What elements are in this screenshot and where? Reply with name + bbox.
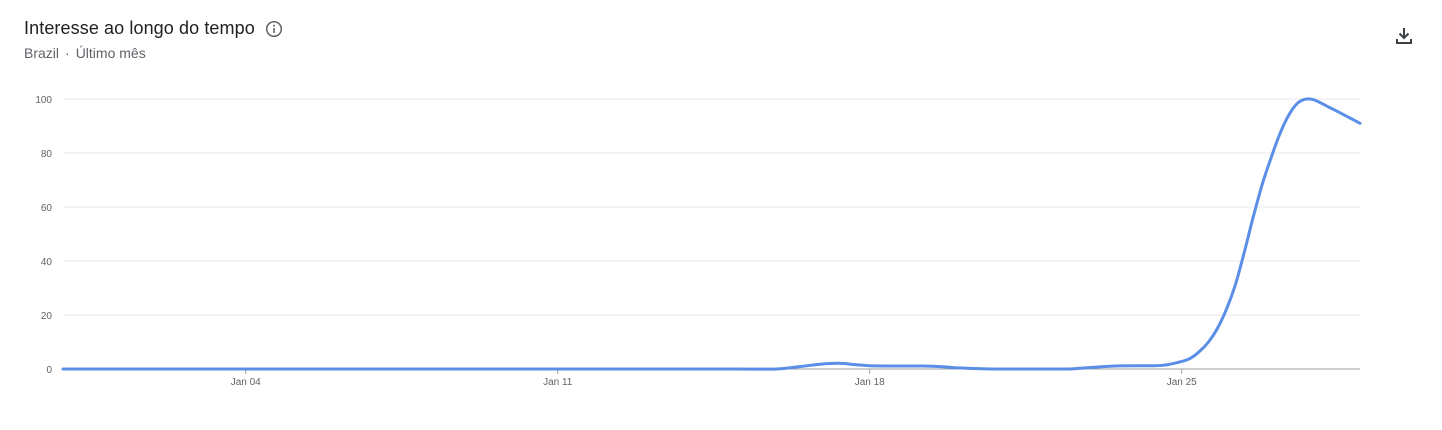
region-label[interactable]: Brazil: [24, 45, 60, 61]
x-tick-label: Jan 25: [1167, 377, 1197, 388]
x-tick-label: Jan 18: [855, 377, 885, 388]
separator: ·: [65, 45, 70, 61]
x-tick-label: Jan 04: [231, 377, 261, 388]
y-tick-label: 60: [41, 203, 53, 214]
y-tick-label: 80: [41, 149, 53, 160]
period-label[interactable]: Último mês: [75, 45, 146, 61]
series-line-0: [61, 97, 1362, 371]
x-tick-label: Jan 11: [543, 377, 573, 388]
series-layer: [61, 97, 1362, 371]
title-row: Interesse ao longo do tempo: [24, 18, 283, 39]
y-tick-label: 100: [35, 95, 52, 106]
chart-header: Interesse ao longo do tempo Brazil · Últ…: [24, 18, 283, 61]
y-tick-label: 20: [41, 311, 53, 322]
x-tick-labels: Jan 04 Jan 11 Jan 18 Jan 25: [231, 369, 1197, 388]
download-icon[interactable]: [1392, 24, 1416, 48]
y-tick-label: 0: [46, 365, 52, 376]
y-tick-labels: 0 20 40 60 80 100: [35, 95, 52, 376]
info-icon[interactable]: [265, 20, 283, 38]
y-tick-label: 40: [41, 257, 53, 268]
grid-lines: [63, 98, 1360, 370]
chart-title: Interesse ao longo do tempo: [24, 18, 255, 38]
chart-subtitle: Brazil · Último mês: [24, 45, 283, 61]
